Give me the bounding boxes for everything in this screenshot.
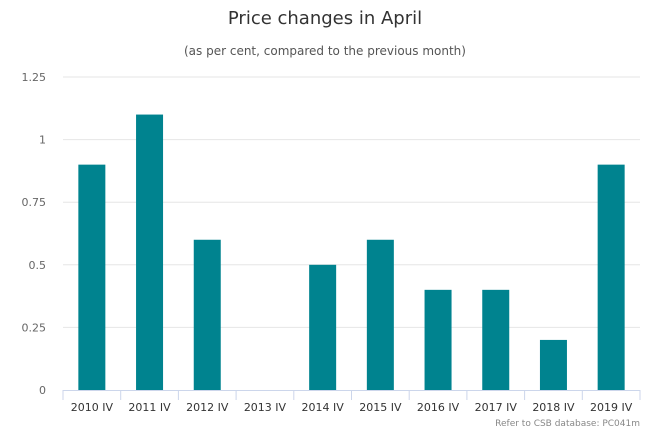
x-axis-ticks: 2010 IV 2011 IV 2012 IV 2013 IV 2014 IV 2015 … bbox=[71, 401, 633, 414]
y-tick-label: 1 bbox=[39, 134, 46, 147]
x-tick-label: 2013 IV bbox=[244, 401, 287, 414]
y-tick-label: 0 bbox=[39, 384, 46, 397]
x-axis bbox=[62, 390, 641, 400]
bar[interactable] bbox=[539, 339, 567, 390]
x-tick-label: 2014 IV bbox=[302, 401, 345, 414]
bar[interactable] bbox=[366, 239, 394, 390]
chart-subtitle: (as per cent, compared to the previous m… bbox=[184, 44, 466, 58]
bar[interactable] bbox=[193, 239, 221, 390]
y-tick-label: 0.25 bbox=[22, 321, 47, 334]
bar[interactable] bbox=[309, 264, 337, 390]
x-tick-label: 2015 IV bbox=[359, 401, 402, 414]
y-axis-ticks: 0 0.25 0.5 0.75 1 1.25 bbox=[22, 71, 47, 397]
chart-title: Price changes in April bbox=[227, 8, 423, 29]
bars bbox=[78, 114, 625, 390]
bar[interactable] bbox=[136, 114, 164, 390]
y-tick-label: 0.75 bbox=[22, 196, 47, 209]
x-tick-label: 2011 IV bbox=[128, 401, 171, 414]
bar[interactable] bbox=[424, 289, 452, 390]
bar[interactable] bbox=[597, 164, 625, 390]
source-credit: Refer to CSB database: PC041m bbox=[495, 419, 640, 429]
x-tick-label: 2017 IV bbox=[475, 401, 518, 414]
bar[interactable] bbox=[482, 289, 510, 390]
x-tick-label: 2018 IV bbox=[532, 401, 575, 414]
bar[interactable] bbox=[78, 164, 106, 390]
x-tick-label: 2010 IV bbox=[71, 401, 114, 414]
x-tick-label: 2016 IV bbox=[417, 401, 460, 414]
y-tick-label: 1.25 bbox=[22, 71, 47, 84]
y-tick-label: 0.5 bbox=[29, 259, 47, 272]
x-tick-label: 2012 IV bbox=[186, 401, 229, 414]
x-tick-label: 2019 IV bbox=[590, 401, 633, 414]
